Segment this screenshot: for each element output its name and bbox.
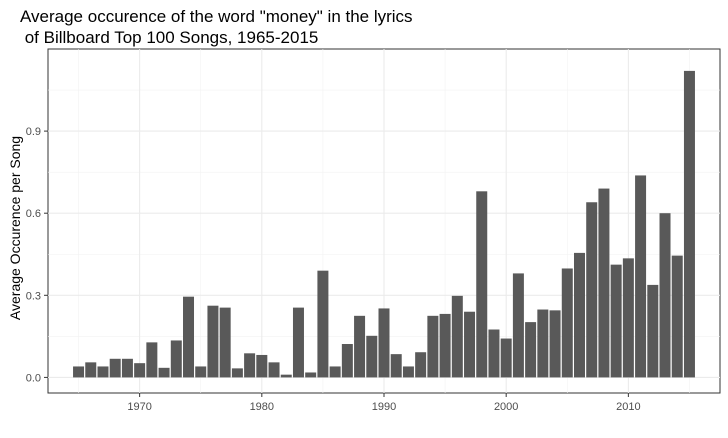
y-tick-label: 0.0: [26, 372, 41, 384]
bar: [134, 363, 146, 378]
bars: [73, 70, 695, 378]
bar: [268, 362, 280, 378]
bar: [121, 358, 133, 378]
bar: [598, 188, 610, 378]
bar: [354, 315, 366, 378]
y-tick-label: 0.3: [26, 290, 41, 302]
y-axis: 0.0 0.3 0.6 0.9: [26, 126, 48, 384]
bar: [97, 366, 109, 378]
bar: [390, 354, 402, 378]
bar: [73, 366, 85, 378]
bar: [329, 366, 341, 378]
bar: [280, 374, 292, 378]
bar: [561, 268, 573, 378]
y-tick-label: 0.9: [26, 126, 41, 138]
bar: [366, 335, 378, 378]
bar: [317, 270, 329, 378]
bar: [683, 70, 695, 378]
bar: [635, 175, 647, 378]
bar: [549, 310, 561, 378]
x-tick-label: 1990: [372, 401, 396, 413]
chart-title: Average occurence of the word "money" in…: [20, 7, 413, 47]
bar: [537, 309, 549, 378]
bar: [622, 258, 634, 378]
bar: [525, 322, 537, 378]
bar: [378, 308, 390, 378]
bar: [305, 372, 317, 378]
bar: [195, 366, 207, 378]
bar: [109, 358, 121, 378]
bar: [244, 353, 256, 378]
bar: [207, 305, 219, 378]
bar: [256, 354, 268, 378]
bar: [512, 273, 524, 378]
bar: [439, 313, 451, 378]
bar: [415, 352, 427, 378]
y-tick-label: 0.6: [26, 208, 41, 220]
bar: [573, 252, 585, 378]
bar: [219, 307, 231, 378]
bar: [500, 338, 512, 378]
bar: [647, 284, 659, 378]
x-tick-label: 1970: [127, 401, 151, 413]
bar: [231, 368, 243, 378]
bar: [427, 315, 439, 378]
y-axis-title: Average Occurence per Song: [7, 136, 23, 320]
x-tick-label: 1980: [250, 401, 274, 413]
bar: [586, 202, 598, 378]
bar: [464, 311, 476, 378]
bar: [146, 342, 158, 378]
bar: [170, 340, 182, 378]
bar: [402, 366, 414, 378]
bar: [476, 191, 488, 378]
bar: [292, 307, 304, 378]
bar: [451, 295, 463, 378]
x-axis: 1970 1980 1990 2000 2010: [127, 393, 641, 413]
x-tick-label: 2000: [494, 401, 518, 413]
bar: [659, 213, 671, 378]
x-tick-label: 2010: [616, 401, 640, 413]
bar: [183, 296, 195, 378]
bar: [671, 255, 683, 378]
bar: [610, 264, 622, 378]
bar: [488, 329, 500, 378]
bar: [341, 344, 353, 378]
bar: [158, 367, 170, 378]
bar: [85, 362, 97, 378]
